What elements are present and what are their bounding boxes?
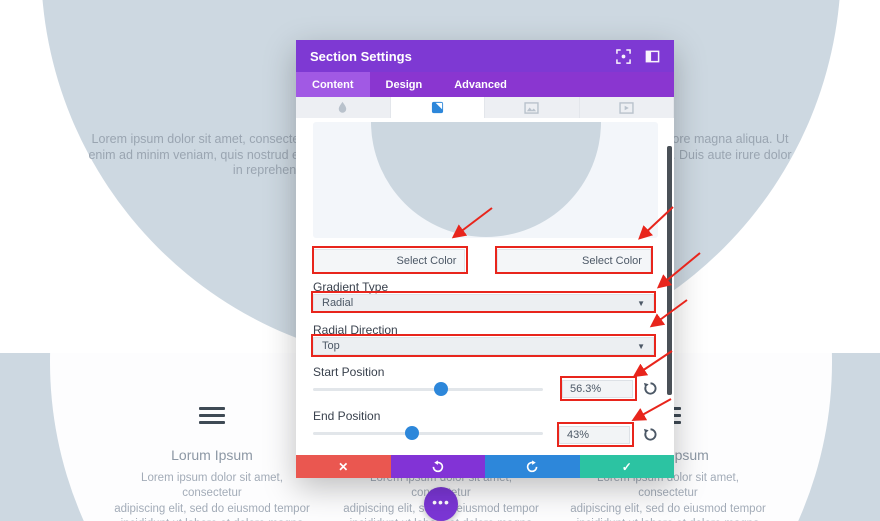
- column-right: Lorum Ipsum Lorem ipsum dolor sit amet, …: [568, 403, 768, 521]
- radial-direction-value: Top: [322, 340, 340, 352]
- end-position-label: End Position: [313, 409, 381, 423]
- gradient-color-1-button[interactable]: Select Color: [313, 249, 465, 273]
- close-icon: ✕: [338, 459, 349, 474]
- column-title: Lorum Ipsum: [171, 447, 253, 463]
- undo-button[interactable]: [390, 455, 485, 478]
- slider-track[interactable]: [313, 388, 543, 391]
- radial-direction-select[interactable]: Top ▼: [313, 337, 654, 355]
- column-text-line: incididunt ut labore et dolore magna: [568, 517, 768, 521]
- save-button[interactable]: ✓: [579, 455, 674, 478]
- select-color-label: Select Color: [389, 250, 464, 272]
- slider-track[interactable]: [313, 432, 543, 435]
- color-icon: [339, 101, 347, 113]
- gradient-icon: [431, 101, 443, 114]
- chevron-down-icon: ▼: [637, 341, 645, 351]
- check-icon: ✓: [621, 459, 632, 474]
- gradient-preview-semicircle: [370, 122, 601, 237]
- gradient-preview: [313, 122, 658, 238]
- start-position-slider[interactable]: [313, 382, 543, 396]
- transparency-swatch: [314, 250, 389, 272]
- modal-footer: ✕ ✓: [296, 455, 674, 478]
- discard-button[interactable]: ✕: [296, 455, 391, 478]
- start-position-value[interactable]: 56.3%: [562, 380, 633, 398]
- select-color-label: Select Color: [574, 250, 650, 272]
- section-settings-modal: Section Settings Content Design Advanced: [296, 40, 674, 478]
- modal-tab-bar: Content Design Advanced: [296, 72, 674, 97]
- reset-start-position-icon[interactable]: [643, 381, 658, 396]
- subtab-video[interactable]: [580, 97, 674, 118]
- gradient-type-label: Gradient Type: [313, 280, 389, 294]
- end-position-value[interactable]: 43%: [559, 426, 630, 444]
- end-position-slider[interactable]: [313, 426, 543, 440]
- subtab-gradient[interactable]: [390, 97, 485, 118]
- slider-thumb[interactable]: [434, 382, 449, 396]
- slider-thumb[interactable]: [404, 426, 419, 440]
- hamburger-icon[interactable]: [199, 403, 225, 428]
- video-icon: [619, 101, 634, 114]
- column-left: Lorum Ipsum Lorem ipsum dolor sit amet, …: [112, 403, 312, 521]
- modal-scrollbar[interactable]: [667, 146, 672, 395]
- undo-icon: [432, 460, 444, 473]
- tab-content[interactable]: Content: [296, 72, 370, 97]
- modal-header: Section Settings: [296, 40, 674, 72]
- image-icon: [524, 101, 539, 114]
- gradient-color-2-button[interactable]: Select Color: [497, 249, 651, 273]
- gradient-type-value: Radial: [322, 297, 354, 309]
- transparency-swatch: [498, 250, 574, 272]
- start-position-label: Start Position: [313, 365, 385, 379]
- gradient-type-select[interactable]: Radial ▼: [313, 294, 654, 312]
- tab-design[interactable]: Design: [385, 78, 423, 91]
- column-text-line: Lorem ipsum dolor sit amet, consectetur: [141, 472, 283, 500]
- subtab-color[interactable]: [296, 97, 391, 118]
- redo-button[interactable]: [485, 455, 580, 478]
- column-text-line: adipiscing elit, sed do eiusmod tempor: [570, 502, 766, 515]
- subtab-image[interactable]: [485, 97, 580, 118]
- page-settings-dots-button[interactable]: •••: [424, 487, 458, 521]
- modal-title: Section Settings: [310, 48, 412, 64]
- redo-icon: [526, 460, 538, 473]
- chevron-down-icon: ▼: [637, 298, 645, 308]
- column-text-line: incididunt ut labore et dolore magna: [112, 517, 312, 521]
- column-text-line: adipiscing elit, sed do eiusmod tempor: [114, 502, 310, 515]
- expand-preview-icon[interactable]: [616, 48, 631, 64]
- reset-end-position-icon[interactable]: [643, 427, 658, 442]
- split-view-icon[interactable]: [645, 49, 660, 64]
- background-type-subtabs: [296, 97, 674, 118]
- tab-advanced[interactable]: Advanced: [454, 78, 507, 91]
- radial-direction-label: Radial Direction: [313, 323, 398, 337]
